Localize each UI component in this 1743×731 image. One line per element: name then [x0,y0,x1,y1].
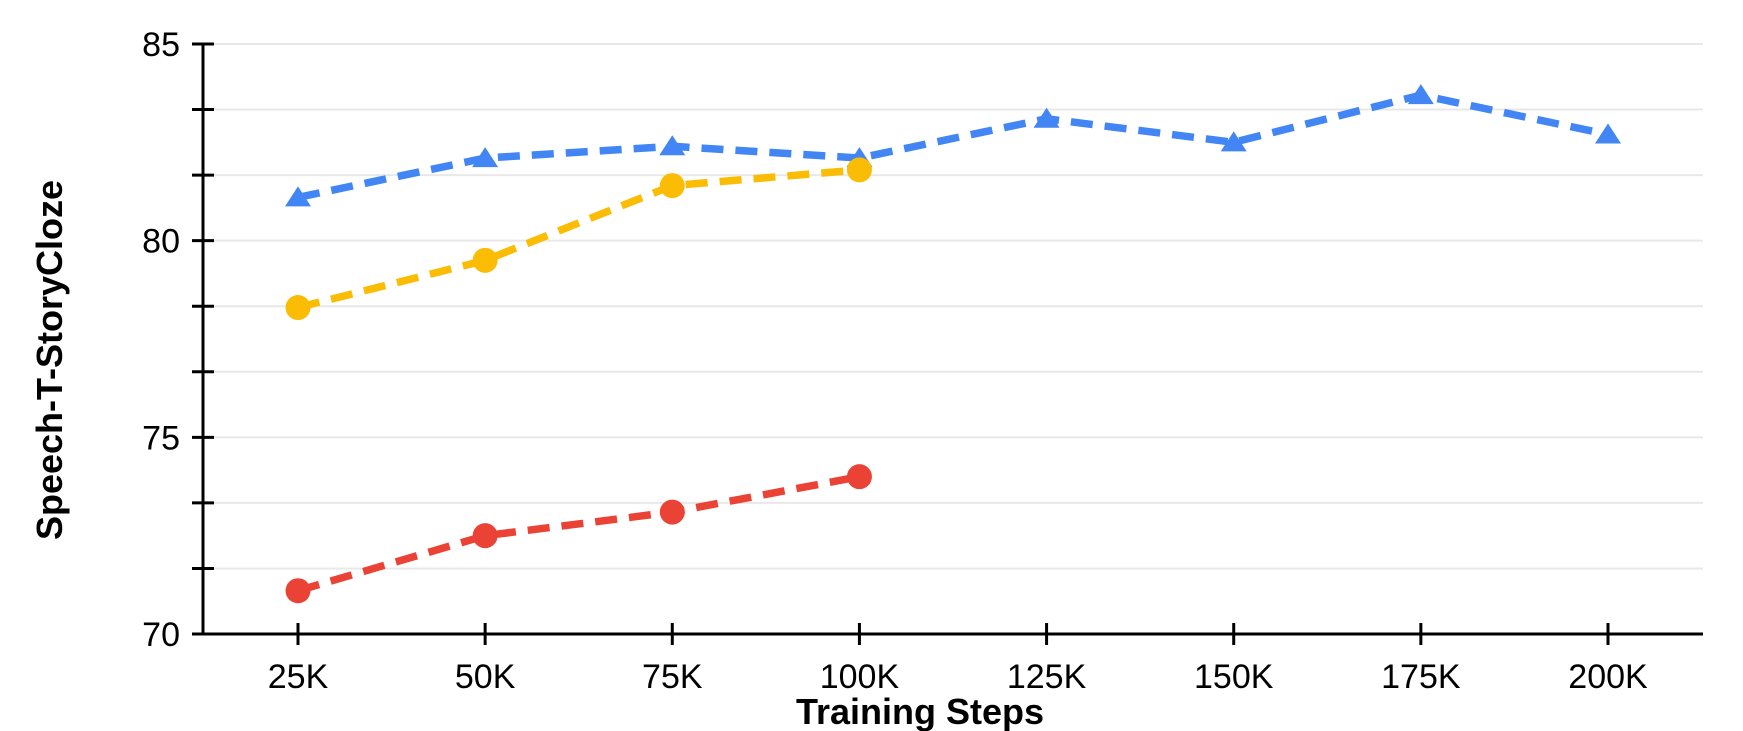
blue-triangle-series-marker [285,186,311,207]
x-tick-label: 125K [1007,658,1087,696]
yellow-circle-series-marker [659,173,685,199]
blue-triangle-series-marker [1220,131,1247,152]
x-tick-label: 100K [820,658,900,696]
y-tick-label: 85 [142,26,180,64]
red-circle-series-marker [659,499,685,525]
red-circle-series-marker [846,464,872,490]
yellow-circle-series-marker [285,295,311,321]
blue-triangle-series-marker [1033,107,1060,128]
x-tick-label: 200K [1568,658,1648,696]
red-circle-series [285,464,872,604]
x-tick-label: 50K [455,658,516,696]
blue-triangle-series-marker [472,147,499,168]
gridlines [203,43,1703,635]
blue-triangle-series-marker [1407,84,1434,105]
blue-triangle-series-marker [1595,123,1621,144]
axes [192,42,1703,645]
yellow-circle-series-line [297,166,860,312]
x-axis-title: Training Steps [796,691,1044,731]
blue-triangle-series [285,84,1621,207]
yellow-circle-series [285,157,872,321]
blue-triangle-series-line [297,91,1609,202]
y-tick-label: 70 [142,616,180,654]
red-circle-series-line [296,472,861,595]
x-tick-label: 25K [268,658,329,696]
red-circle-series-marker [472,523,498,549]
yellow-circle-series-marker [472,247,498,273]
y-tick-label: 75 [142,419,180,457]
y-tick-label: 80 [142,223,180,261]
yellow-circle-series-marker [846,157,872,183]
data-series [285,84,1621,604]
blue-triangle-series-marker [659,135,686,156]
x-tick-label: 175K [1381,658,1461,696]
x-tick-label: 75K [642,658,703,696]
y-axis-title: Speech-T-StoryCloze [29,180,70,540]
x-tick-label: 150K [1194,658,1274,696]
red-circle-series-marker [285,578,311,604]
tick-labels: 70 75 80 85 25K 50K 75K 100K 125K 150K 175K 200K [142,26,1648,696]
